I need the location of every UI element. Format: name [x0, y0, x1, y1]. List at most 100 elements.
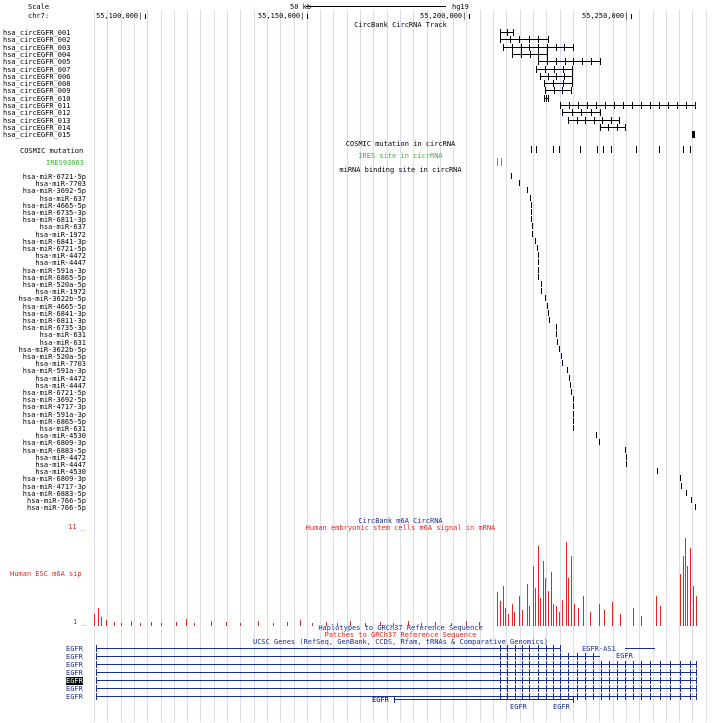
grid-line: [520, 10, 521, 722]
circ-exon: [572, 80, 573, 88]
grid-line: [679, 10, 680, 722]
mirna-site: [511, 173, 512, 179]
mirna-site: [519, 180, 520, 187]
assembly-label: hg19: [452, 3, 469, 11]
cosmic-mark: [611, 146, 612, 153]
gene-exon: [553, 693, 554, 700]
mirna-site: [681, 482, 682, 489]
circ-exon: [536, 65, 537, 73]
grid-line: [360, 10, 361, 722]
gene-exon: [633, 677, 634, 684]
cosmic-track-title: COSMIC mutation in circRNA: [345, 140, 456, 148]
m6a-signal-bar: [287, 622, 288, 626]
ruler-tick: [145, 14, 146, 19]
circ-exon: [521, 43, 522, 51]
gene-exon: [553, 669, 554, 676]
m6a-signal-bar: [553, 604, 554, 626]
grid-line: [161, 10, 162, 722]
mirna-label: hsa-miR-520a-5p: [22, 353, 86, 361]
gene-exon: [522, 645, 523, 652]
gene-exon: [515, 661, 516, 668]
circ-label: hsa_circEGFR_005: [3, 58, 71, 67]
gene-exon: [546, 645, 547, 652]
mirna-site: [573, 403, 574, 410]
circ-exon: [573, 58, 574, 66]
gene-exon: [601, 669, 602, 676]
m6a-signal-bar: [656, 596, 657, 626]
gene-exon: [617, 693, 618, 700]
gene-exon: [538, 669, 539, 676]
mirna-label: hsa-miR-6865-5p: [22, 417, 86, 426]
circ-exon: [562, 87, 563, 95]
mirna-site: [686, 489, 687, 496]
mirna-site: [541, 288, 542, 295]
cosmic-mark: [690, 146, 691, 153]
gene-exon: [696, 685, 697, 692]
circ-exon: [513, 29, 514, 36]
gene-exon: [96, 677, 97, 684]
circ-exon: [693, 131, 694, 139]
mirna-site: [538, 273, 539, 280]
circ-exon: [544, 94, 545, 102]
circ-exon: [521, 50, 522, 58]
circ-exon: [510, 36, 511, 44]
gene-exon: [650, 669, 651, 676]
m6a-signal-bar: [568, 578, 569, 626]
grid-line: [560, 10, 561, 722]
gene-label: EGFR: [66, 693, 83, 701]
mirna-label: hsa-miR-4530: [35, 432, 86, 441]
m6a-signal-bar: [240, 623, 241, 626]
mirna-site: [538, 266, 539, 273]
grid-line: [573, 10, 574, 722]
m6a-signal-bar: [660, 606, 661, 626]
circ-exon: [694, 131, 695, 139]
circ-exon: [544, 80, 545, 88]
grid-line: [94, 10, 95, 722]
circ-exon: [556, 72, 557, 80]
gene-exon: [577, 661, 578, 668]
m6a-track-label: Human ESC m6A sip: [10, 570, 82, 578]
circ-exon: [547, 50, 548, 58]
gene-exon: [522, 661, 523, 668]
gene-intron-line: [96, 696, 697, 697]
circ-exon: [587, 102, 588, 109]
gene-exon: [593, 669, 594, 676]
gene-exon: [560, 645, 561, 652]
gene-exon: [515, 645, 516, 652]
grid-line: [400, 10, 401, 722]
circ-label: hsa_circEGFR_013: [3, 116, 71, 125]
m6a-signal-bar: [211, 621, 212, 626]
mirna-label: hsa-miR-6809-3p: [22, 439, 86, 448]
mirna-site: [599, 439, 600, 446]
mirna-site: [538, 252, 539, 259]
gene-exon: [625, 677, 626, 684]
gene-exon: [690, 669, 691, 676]
circ-exon: [538, 43, 539, 51]
gene-exon: [641, 693, 642, 700]
m6a-signal-bar: [106, 620, 107, 626]
grid-line: [347, 10, 348, 722]
gene-exon: [660, 677, 661, 684]
grid-line: [586, 10, 587, 722]
m6a-signal-bar: [527, 584, 528, 626]
gene-exon: [560, 653, 561, 660]
egfr-short-exon: [394, 696, 395, 703]
mirna-site: [527, 187, 528, 194]
grid-line: [692, 10, 693, 722]
mirna-site: [559, 345, 560, 352]
mirna-label: hsa-miR-637: [39, 223, 86, 232]
circ-label: hsa_circEGFR_007: [3, 65, 71, 74]
mirna-site: [570, 381, 571, 388]
grid-line: [333, 10, 334, 722]
circ-exon: [554, 65, 555, 73]
mirna-label: hsa-miR-4447: [35, 259, 86, 268]
circ-exon: [594, 116, 595, 124]
mirna-label: hsa-miR-3622b-5p: [18, 295, 86, 304]
grid-line: [493, 10, 494, 722]
m6a-signal-bar: [551, 572, 552, 626]
m6a-signal-bar: [393, 623, 394, 626]
gene-exon: [670, 693, 671, 700]
gene-exon: [696, 669, 697, 676]
cosmic-track-label: COSMIC mutation: [20, 147, 84, 155]
